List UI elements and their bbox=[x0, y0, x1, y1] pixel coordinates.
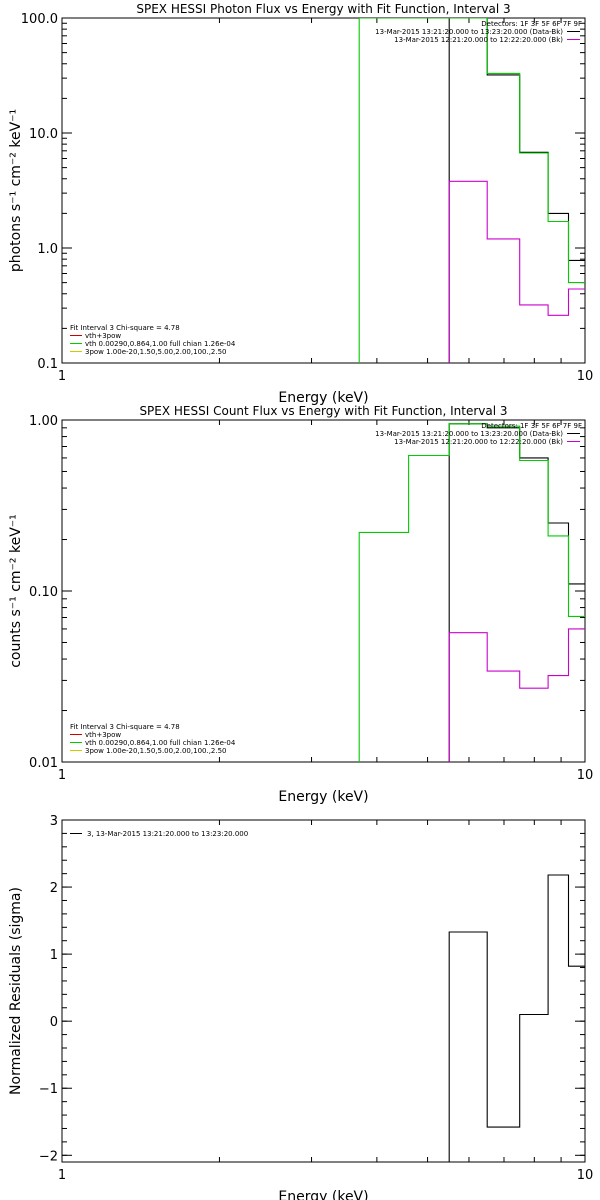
series-0-step bbox=[448, 18, 585, 363]
y-tick-label: 0.1 bbox=[37, 357, 58, 372]
x-tick-label: 10 bbox=[577, 369, 594, 384]
y-tick-label: 100.0 bbox=[21, 12, 58, 27]
series-1-step bbox=[358, 423, 585, 762]
plot-frame bbox=[61, 819, 586, 1163]
series-0-step bbox=[448, 423, 585, 762]
series-group bbox=[358, 423, 585, 762]
chart-title: SPEX HESSI Count Flux vs Energy with Fit… bbox=[139, 404, 507, 418]
legend-top-left: 3, 13-Mar-2015 13:21:20.000 to 13:23:20.… bbox=[70, 830, 248, 838]
y-tick-label: 1 bbox=[50, 948, 58, 963]
series-1-step bbox=[358, 18, 585, 363]
legend-entry-label: vth+3pow bbox=[85, 332, 121, 340]
y-axis-label: counts s⁻¹ cm⁻² keV⁻¹ bbox=[8, 514, 24, 668]
legend-entry-label: 3, 13-Mar-2015 13:21:20.000 to 13:23:20.… bbox=[87, 830, 248, 838]
legend-entry-label: vth 0.00290,0.864,1.00 full chian 1.26e-… bbox=[85, 739, 236, 747]
x-tick-label: 1 bbox=[58, 369, 66, 384]
legend-entry-label: 13-Mar-2015 13:21:20.000 to 13:23:20.000… bbox=[375, 430, 563, 438]
x-axis-label: Energy (keV) bbox=[278, 789, 368, 805]
y-tick-label: 0.01 bbox=[29, 756, 58, 771]
legend-entry-label: 13-Mar-2015 12:21:20.000 to 12:22:20.000… bbox=[394, 438, 563, 446]
legend-bottom-left: Fit Interval 3 Chi-square = 4.78vth+3pow… bbox=[70, 324, 236, 356]
series-group bbox=[358, 18, 585, 363]
y-tick-label: −2 bbox=[39, 1149, 58, 1164]
y-tick-label: 0 bbox=[50, 1015, 58, 1030]
y-tick-label: −1 bbox=[39, 1082, 58, 1097]
y-tick-label: 1.0 bbox=[37, 242, 58, 257]
legend-top-right: Detectors: 1F 3F 5F 6F 7F 9F13-Mar-2015 … bbox=[375, 422, 582, 446]
x-tick-label: 1 bbox=[58, 768, 66, 783]
y-tick-label: 2 bbox=[50, 881, 58, 896]
legend-entry-label: 3pow 1.00e-20,1.50,5.00,2.00,100.,2.50 bbox=[85, 747, 227, 755]
x-tick-label: 10 bbox=[577, 768, 594, 783]
x-tick-label: 10 bbox=[577, 1168, 594, 1183]
legend-bottom-left: Fit Interval 3 Chi-square = 4.78vth+3pow… bbox=[70, 723, 236, 755]
legend-entry-label: vth 0.00290,0.864,1.00 full chian 1.26e-… bbox=[85, 340, 236, 348]
series-2-step bbox=[448, 628, 585, 762]
legend-entry-label: vth+3pow bbox=[85, 731, 121, 739]
legend-entry-label: 13-Mar-2015 12:21:20.000 to 12:22:20.000… bbox=[394, 36, 563, 44]
chart-title: SPEX HESSI Photon Flux vs Energy with Fi… bbox=[136, 2, 510, 16]
x-tick-label: 1 bbox=[58, 1168, 66, 1183]
y-tick-label: 1.00 bbox=[29, 414, 58, 429]
legend-header: Fit Interval 3 Chi-square = 4.78 bbox=[70, 723, 180, 731]
series-0-step bbox=[448, 874, 585, 1162]
legend-header: Fit Interval 3 Chi-square = 4.78 bbox=[70, 324, 180, 332]
legend-header: Detectors: 1F 3F 5F 6F 7F 9F bbox=[481, 20, 582, 28]
legend-header: Detectors: 1F 3F 5F 6F 7F 9F bbox=[481, 422, 582, 430]
legend-entry-label: 3pow 1.00e-20,1.50,5.00,2.00,100.,2.50 bbox=[85, 348, 227, 356]
plot-frame bbox=[61, 419, 586, 763]
y-tick-label: 10.0 bbox=[29, 127, 58, 142]
series-2-step bbox=[448, 180, 585, 363]
y-tick-label: 3 bbox=[50, 814, 58, 829]
plot-frame bbox=[61, 17, 586, 364]
x-axis-label: Energy (keV) bbox=[278, 1189, 368, 1200]
x-axis-label: Energy (keV) bbox=[278, 390, 368, 406]
chart-panel-1: SPEX HESSI Photon Flux vs Energy with Fi… bbox=[8, 2, 593, 406]
legend-top-right: Detectors: 1F 3F 5F 6F 7F 9F13-Mar-2015 … bbox=[375, 20, 582, 44]
y-tick-label: 0.10 bbox=[29, 585, 58, 600]
series-group bbox=[448, 874, 585, 1162]
y-axis-label: photons s⁻¹ cm⁻² keV⁻¹ bbox=[8, 109, 24, 272]
chart-panel-3: 1 10 Energy (keV) −2 −1 0 1 2 3 Normalized Residu… bbox=[8, 814, 593, 1200]
legend-entry-label: 13-Mar-2015 13:21:20.000 to 13:23:20.000… bbox=[375, 28, 563, 36]
y-axis-label: Normalized Residuals (sigma) bbox=[8, 887, 24, 1095]
chart-panel-2: SPEX HESSI Count Flux vs Energy with Fit… bbox=[8, 404, 593, 805]
